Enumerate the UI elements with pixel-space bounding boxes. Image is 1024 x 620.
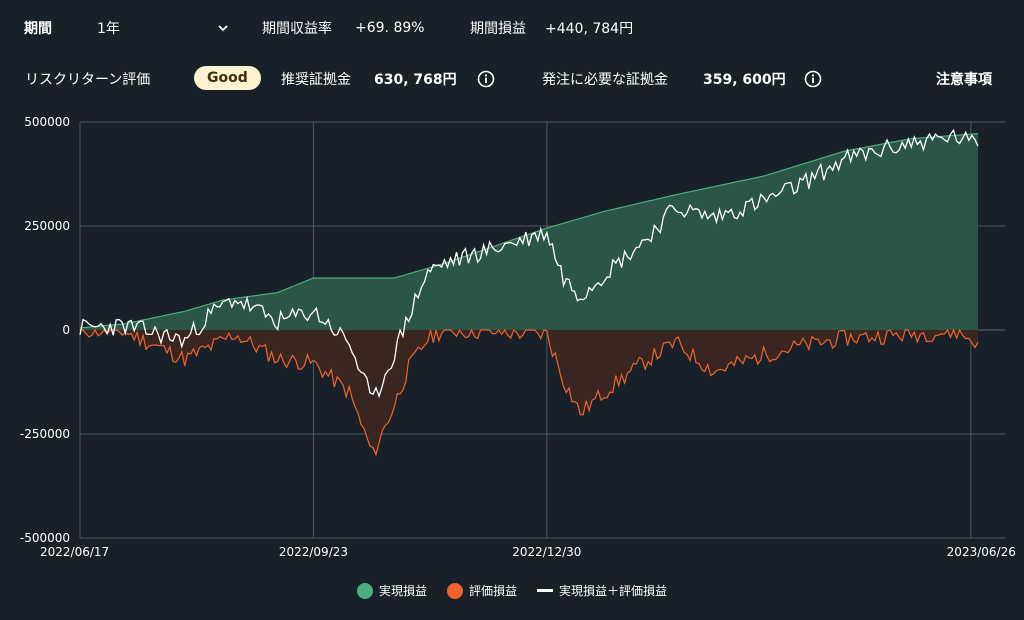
risk-badge: Good	[194, 66, 261, 90]
order-margin-label: 発注に必要な証拠金	[542, 72, 668, 88]
combined-line	[79, 128, 979, 399]
return-value: +69. 89%	[355, 20, 425, 36]
realized-area	[80, 133, 978, 330]
pl-label: 期間損益	[470, 21, 526, 37]
recommended-margin-value: 630, 768円	[374, 72, 457, 88]
chart-legend: 実現損益 評価損益 実現損益＋評価損益	[0, 582, 1024, 599]
info-icon[interactable]	[804, 70, 822, 88]
period-select[interactable]: 1年	[97, 18, 229, 38]
recommended-margin-label: 推奨証拠金	[281, 72, 351, 88]
x-tick-label: 2022/06/17	[40, 545, 109, 559]
legend-label-combined: 実現損益＋評価損益	[559, 584, 668, 598]
return-label: 期間収益率	[262, 21, 332, 37]
x-axis-ticks: 2022/06/17 2022/09/23 2022/12/30 2023/06/26	[40, 545, 1016, 559]
chevron-down-icon	[218, 25, 228, 32]
notes-link[interactable]: 注意事項	[936, 72, 992, 88]
unrealized-line	[80, 328, 979, 457]
legend-label-realized: 実現損益	[378, 584, 427, 598]
x-tick-label: 2022/12/30	[512, 545, 581, 559]
y-tick-label: 500000	[24, 115, 70, 129]
pl-value: +440, 784円	[545, 21, 634, 37]
realized-legend-dot	[356, 582, 373, 599]
y-tick-label: 250000	[24, 219, 70, 233]
legend-item-combined[interactable]: 実現損益＋評価損益	[537, 582, 667, 599]
legend-label-unrealized: 評価損益	[468, 584, 517, 598]
x-tick-label: 2023/06/26	[947, 545, 1016, 559]
order-margin-value: 359, 600円	[703, 72, 786, 88]
y-tick-label: -500000	[20, 531, 70, 545]
legend-item-unrealized[interactable]: 評価損益	[446, 582, 517, 599]
unrealized-area	[80, 330, 978, 455]
y-tick-label: 0	[62, 323, 70, 337]
y-axis-ticks: 500000 250000 0 -250000 -500000	[20, 115, 70, 545]
period-label: 期間	[24, 21, 52, 37]
unrealized-legend-dot	[446, 582, 463, 599]
risk-return-label: リスクリターン評価	[25, 72, 151, 88]
info-icon[interactable]	[477, 70, 495, 88]
x-tick-label: 2022/09/23	[279, 545, 348, 559]
combined-legend-line	[537, 589, 553, 592]
y-tick-label: -250000	[20, 427, 70, 441]
legend-item-realized[interactable]: 実現損益	[356, 582, 427, 599]
period-select-value: 1年	[97, 21, 120, 37]
